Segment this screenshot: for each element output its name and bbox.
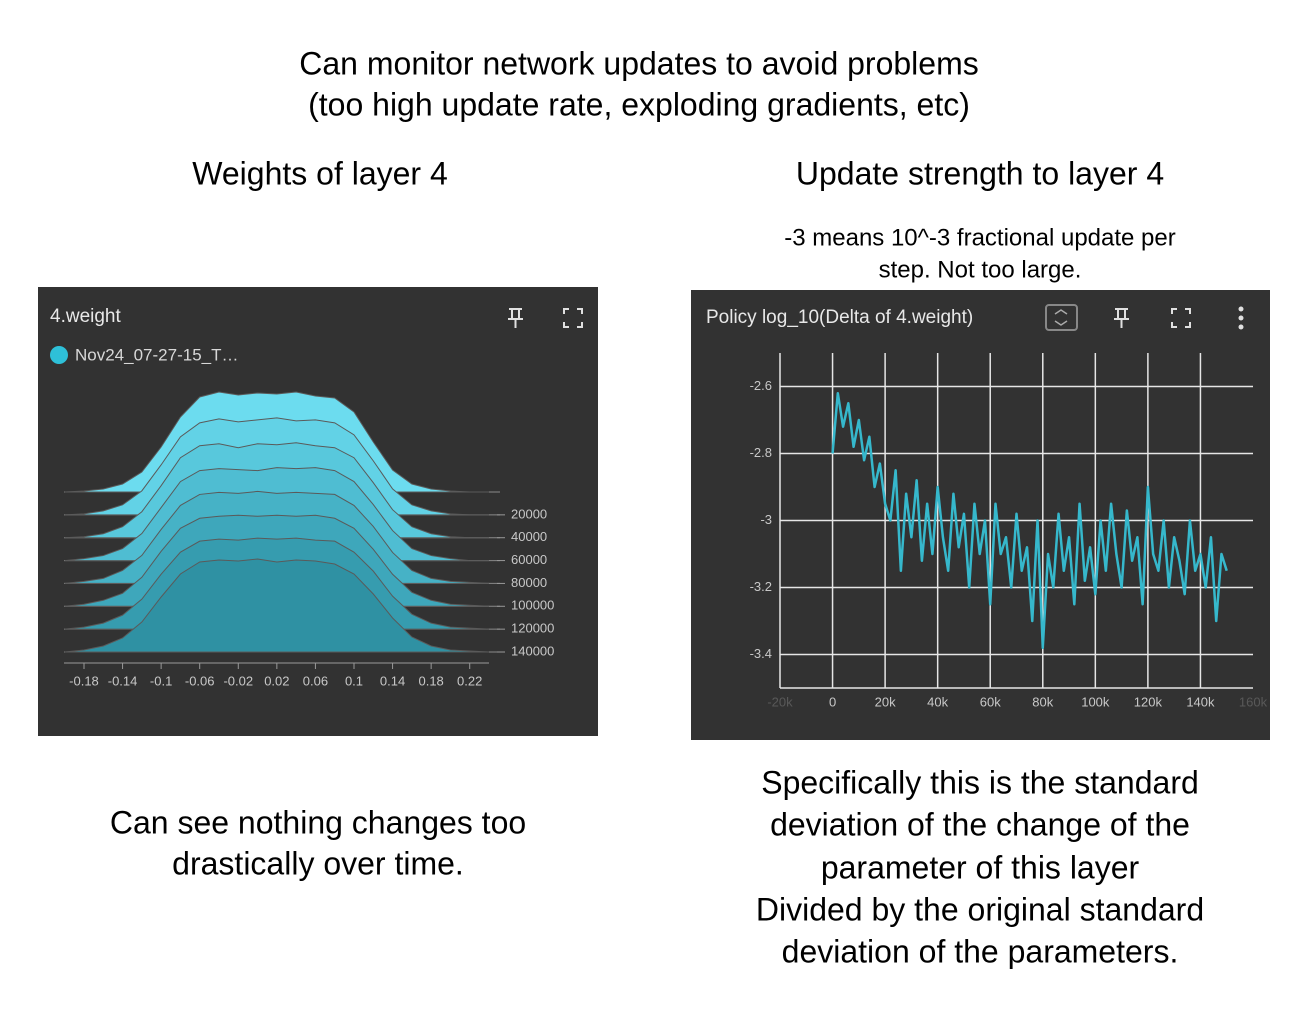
note: step. Not too large. bbox=[879, 256, 1082, 283]
header-line: (too high update rate, exploding gradien… bbox=[308, 86, 970, 122]
legend-swatch bbox=[50, 346, 68, 364]
panel-title: Policy log_10(Delta of 4.weight) bbox=[706, 307, 973, 328]
caption: deviation of the change of the bbox=[770, 806, 1190, 842]
y-tick-label: 100000 bbox=[511, 598, 554, 613]
y-tick-label: -2.8 bbox=[750, 445, 772, 460]
fit-icon[interactable] bbox=[1045, 304, 1078, 331]
caption: deviation of the parameters. bbox=[782, 933, 1179, 969]
x-tick-label: 0.1 bbox=[345, 673, 363, 688]
y-tick-label: 140000 bbox=[511, 643, 554, 658]
y-tick-label: -3.4 bbox=[750, 646, 772, 661]
x-tick-label: 100k bbox=[1081, 694, 1110, 709]
x-tick-label: 0.18 bbox=[418, 673, 443, 688]
pin-icon[interactable] bbox=[1114, 308, 1129, 328]
x-tick-label: 0.06 bbox=[303, 673, 328, 688]
line bbox=[831, 391, 1228, 650]
legend-label[interactable]: Nov24_07-27-15_T… bbox=[75, 345, 238, 364]
y-tick-label: -3 bbox=[760, 512, 772, 527]
note: -3 means 10^-3 fractional update per bbox=[784, 224, 1176, 251]
x-tick-label: -0.02 bbox=[223, 673, 253, 688]
fullscreen-icon[interactable] bbox=[1171, 308, 1191, 328]
y-tick-label: -3.2 bbox=[750, 579, 772, 594]
x-tick-label: 0.14 bbox=[380, 673, 405, 688]
heading: Update strength to layer 4 bbox=[796, 155, 1164, 191]
caption: Specifically this is the standard bbox=[761, 764, 1199, 800]
caption: drastically over time. bbox=[172, 845, 464, 881]
x-tick-label: 120k bbox=[1134, 694, 1163, 709]
x-tick-label: 60k bbox=[980, 694, 1001, 709]
more-icon[interactable] bbox=[1238, 306, 1244, 330]
heading: Weights of layer 4 bbox=[192, 155, 448, 191]
x-tick-label: 0.02 bbox=[264, 673, 289, 688]
panel-title: 4.weight bbox=[50, 306, 121, 327]
pin-icon[interactable] bbox=[508, 308, 523, 328]
x-tick-label: -0.14 bbox=[108, 673, 138, 688]
x-tick-label: 40k bbox=[927, 694, 948, 709]
x-tick-label: 20k bbox=[875, 694, 896, 709]
y-tick-label: 20000 bbox=[511, 506, 547, 521]
y-tick-label: 40000 bbox=[511, 529, 547, 544]
x-tick-label: 80k bbox=[1032, 694, 1053, 709]
caption: parameter of this layer bbox=[821, 849, 1140, 885]
x-tick-label: 160k bbox=[1239, 694, 1268, 709]
line-chart: -2.6 -2.8 -3 -3.2 -3.4 -20k 0 20k 40k 60k 80k 100k 1… bbox=[750, 353, 1268, 709]
x-tick-label: 0.22 bbox=[457, 673, 482, 688]
caption: Can see nothing changes too bbox=[110, 804, 526, 840]
y-tick-label: 60000 bbox=[511, 552, 547, 567]
y-tick-label: -2.6 bbox=[750, 378, 772, 393]
x-tick-label: 140k bbox=[1186, 694, 1215, 709]
panel bbox=[691, 290, 1270, 740]
y-tick-label: 80000 bbox=[511, 575, 547, 590]
y-tick-label: 120000 bbox=[511, 621, 554, 636]
x-tick-label: -0.1 bbox=[150, 673, 172, 688]
ridge bbox=[64, 558, 490, 653]
ridge-chart: 20000 40000 60000 80000 100000 120000 140000 -0… bbox=[64, 391, 554, 688]
caption: Divided by the original standard bbox=[756, 891, 1204, 927]
fullscreen-icon[interactable] bbox=[563, 308, 583, 328]
x-tick-label: -0.18 bbox=[69, 673, 99, 688]
x-tick-label: 0 bbox=[829, 694, 836, 709]
x-tick-label: -20k bbox=[767, 694, 793, 709]
x-tick-label: -0.06 bbox=[185, 673, 215, 688]
header-line: Can monitor network updates to avoid pro… bbox=[299, 45, 978, 81]
